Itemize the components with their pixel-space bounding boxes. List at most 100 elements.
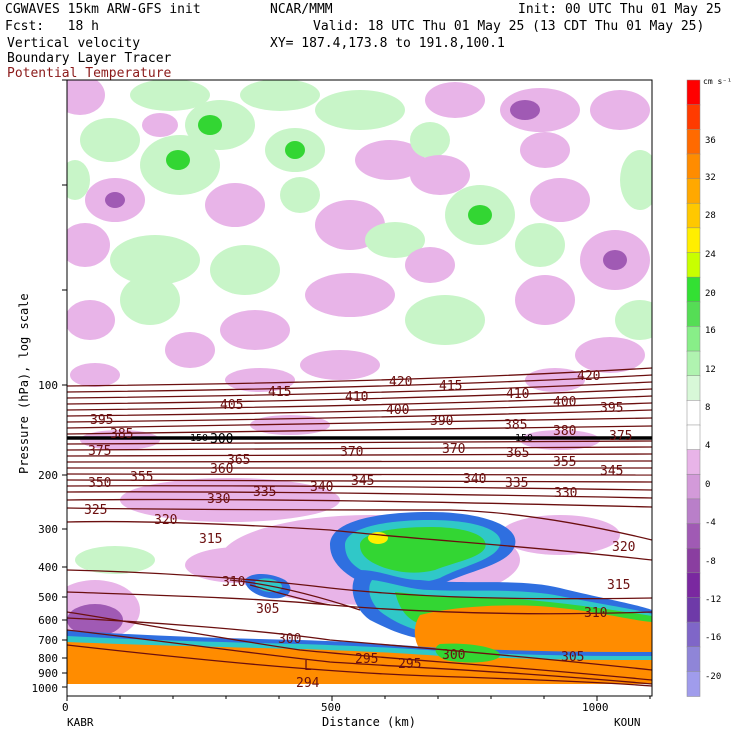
model-title: CGWAVES 15km ARW-GFS init <box>5 2 201 17</box>
colorbar-swatch <box>686 621 701 648</box>
theta-label: 310 <box>584 606 607 621</box>
theta-label: 385 <box>110 427 133 442</box>
theta-label: 390 <box>430 414 453 429</box>
colorbar-tick-label: -8 <box>705 557 716 567</box>
y-tick-label: 600 <box>38 614 58 627</box>
theta-label: 315 <box>199 532 222 547</box>
org-label: NCAR/MMM <box>270 2 333 17</box>
y-axis-title: Pressure (hPa), log scale <box>17 293 31 474</box>
plot-frame <box>66 79 653 697</box>
colorbar-swatch <box>686 671 701 697</box>
cross-section-coords: XY= 187.4,173.8 to 191.8,100.1 <box>270 36 505 51</box>
theta-label: 415 <box>268 385 291 400</box>
theta-label: 355 <box>130 470 153 485</box>
theta-label: 295 <box>355 652 378 667</box>
theta-label: 300 <box>278 632 301 647</box>
colorbar-swatch <box>686 597 701 623</box>
colorbar-swatch <box>686 326 701 352</box>
boundary-layer-tracer-field <box>67 512 652 696</box>
colorbar-swatch <box>686 129 701 155</box>
init-time: Init: 00 UTC Thu 01 May 25 <box>518 2 722 17</box>
colorbar-units: cm s⁻¹ <box>703 77 732 86</box>
theta-label: 295 <box>398 657 421 672</box>
theta-label: 150 <box>190 433 208 444</box>
x-axis-title: Distance (km) <box>322 715 416 729</box>
colorbar-tick-label: 8 <box>705 403 710 413</box>
y-tick-label: 700 <box>38 634 58 647</box>
x-tick-label: 500 <box>321 701 341 714</box>
isentrope-labels: 294 295 295 300 300 305 305 310 310 315 … <box>84 369 635 691</box>
colorbar-swatch <box>686 301 701 328</box>
low-pressure-marker: L <box>304 659 312 674</box>
colorbar-swatch <box>686 400 701 426</box>
theta-label: 420 <box>389 375 412 390</box>
y-tick-label: 900 <box>38 667 58 680</box>
colorbar-swatch <box>686 498 701 525</box>
colorbar-tick-label: -4 <box>705 518 716 528</box>
colorbar-tick-label: 12 <box>705 365 716 375</box>
colorbar-tick-label: -16 <box>705 633 721 643</box>
theta-label: 315 <box>607 578 630 593</box>
y-tick-label: 1000 <box>32 682 59 695</box>
theta-label: 405 <box>220 398 243 413</box>
colorbar-labels: 36 32 28 24 20 16 12 8 4 0 -4 -8 -12 -16… <box>705 136 721 682</box>
theta-label: 305 <box>561 650 584 665</box>
colorbar-tick-label: 20 <box>705 289 716 299</box>
theta-label: 395 <box>90 413 113 428</box>
colorbar-swatch <box>686 276 701 303</box>
colorbar-tick-label: 28 <box>705 211 716 221</box>
colorbar-swatch <box>686 473 701 500</box>
field-boundary-layer-tracer: Boundary Layer Tracer <box>7 51 172 66</box>
theta-label: 365 <box>227 453 250 468</box>
theta-label: 385 <box>504 418 527 433</box>
colorbar <box>686 79 701 697</box>
theta-label: 340 <box>463 472 486 487</box>
theta-label: 350 <box>88 476 111 491</box>
field-vertical-velocity: Vertical velocity <box>7 36 141 51</box>
theta-label: 420 <box>577 369 600 384</box>
colorbar-tick-label: 36 <box>705 136 716 146</box>
theta-label: 400 <box>553 395 576 410</box>
colorbar-swatch <box>686 252 701 278</box>
y-axis <box>62 79 67 688</box>
colorbar-tick-label: -20 <box>705 672 721 682</box>
colorbar-swatch <box>686 547 701 574</box>
valid-time: Valid: 18 UTC Thu 01 May 25 (13 CDT Thu … <box>313 19 705 34</box>
left-endpoint-label: KABR <box>67 716 94 729</box>
theta-label: 360 <box>210 462 233 477</box>
x-tick-label: 0 <box>62 701 69 714</box>
y-tick-label: 200 <box>38 469 58 482</box>
colorbar-tick-label: 32 <box>705 173 716 183</box>
theta-label: 365 <box>506 446 529 461</box>
colorbar-swatch <box>686 424 701 451</box>
colorbar-tick-label: 0 <box>705 480 710 490</box>
theta-label: 395 <box>600 401 623 416</box>
theta-label: 410 <box>506 387 529 402</box>
theta-label: 150 <box>515 433 533 444</box>
theta-label: 345 <box>600 464 623 479</box>
theta-label: 330 <box>207 492 230 507</box>
colorbar-tick-label: 16 <box>705 326 716 336</box>
x-axis <box>66 696 651 701</box>
plot-area: 294 295 295 300 300 305 305 310 310 315 … <box>67 80 652 696</box>
colorbar-swatch <box>686 572 701 599</box>
colorbar-tick-label: 4 <box>705 441 710 451</box>
forecast-hour: Fcst: 18 h <box>5 19 99 34</box>
colorbar-swatch <box>686 104 701 131</box>
y-tick-label: 800 <box>38 652 58 665</box>
colorbar-swatch <box>686 449 701 475</box>
colorbar-swatch <box>686 153 701 180</box>
theta-label: 410 <box>345 390 368 405</box>
theta-label: 305 <box>256 602 279 617</box>
colorbar-swatch <box>686 202 701 229</box>
y-tick-labels: 100 200 300 400 500 600 700 800 900 1000 <box>32 379 59 695</box>
y-tick-label: 400 <box>38 561 58 574</box>
colorbar-tick-label: -12 <box>705 595 721 605</box>
theta-label: 320 <box>154 513 177 528</box>
theta-label: 320 <box>612 540 635 555</box>
theta-label: 370 <box>340 445 363 460</box>
theta-label: 380 <box>553 424 576 439</box>
y-tick-label: 300 <box>38 523 58 536</box>
field-potential-temperature: Potential Temperature <box>7 66 172 81</box>
